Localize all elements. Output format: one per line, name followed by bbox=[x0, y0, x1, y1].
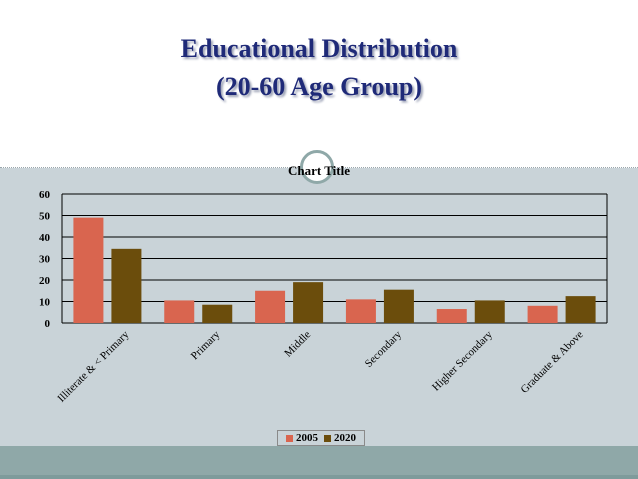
chart-legend: 2005 2020 bbox=[277, 430, 365, 446]
legend-label-2005: 2005 bbox=[296, 432, 318, 444]
bar-2005 bbox=[164, 300, 195, 323]
x-tick-label: Graduate & Above bbox=[518, 329, 585, 396]
legend-swatch-2005 bbox=[286, 434, 293, 442]
footer-strip bbox=[0, 475, 638, 479]
y-tick-label: 30 bbox=[39, 254, 51, 266]
y-tick-label: 50 bbox=[39, 211, 51, 223]
legend-label-2020: 2020 bbox=[334, 432, 356, 444]
x-tick-label: Secondary bbox=[363, 328, 405, 370]
x-tick-label: Higher Secondary bbox=[430, 328, 495, 393]
y-tick-label: 60 bbox=[39, 189, 51, 201]
y-tick-label: 40 bbox=[39, 232, 51, 244]
bar-2005 bbox=[436, 309, 467, 323]
bar-2005 bbox=[345, 299, 376, 323]
y-tick-label: 10 bbox=[39, 297, 51, 309]
x-tick-label: Middle bbox=[282, 329, 313, 360]
legend-item-2020: 2020 bbox=[324, 432, 356, 444]
x-tick-label: Illiterate & < Primary bbox=[55, 328, 132, 405]
divider-circle bbox=[300, 150, 334, 184]
legend-swatch-2020 bbox=[324, 434, 331, 442]
slide-title: Educational Distribution (20-60 Age Grou… bbox=[0, 30, 638, 106]
bar-2020 bbox=[383, 289, 414, 323]
title-area: Educational Distribution (20-60 Age Grou… bbox=[0, 0, 638, 165]
x-tick-label: Primary bbox=[189, 328, 223, 362]
y-tick-label: 0 bbox=[45, 318, 51, 330]
chart-title: Chart Title bbox=[288, 163, 350, 178]
y-tick-label: 20 bbox=[39, 275, 51, 287]
footer-bar bbox=[0, 446, 638, 479]
slide-title-line1: Educational Distribution bbox=[180, 34, 458, 63]
bar-2020 bbox=[474, 300, 505, 323]
legend-item-2005: 2005 bbox=[286, 432, 318, 444]
bar-2005 bbox=[73, 217, 104, 323]
bar-2005 bbox=[255, 290, 286, 323]
bar-2020 bbox=[293, 282, 324, 323]
bar-2005 bbox=[527, 305, 558, 323]
bar-2020 bbox=[565, 296, 596, 323]
slide-title-line2: (20-60 Age Group) bbox=[215, 72, 423, 101]
bar-2020 bbox=[202, 304, 233, 323]
bar-2020 bbox=[111, 248, 142, 323]
